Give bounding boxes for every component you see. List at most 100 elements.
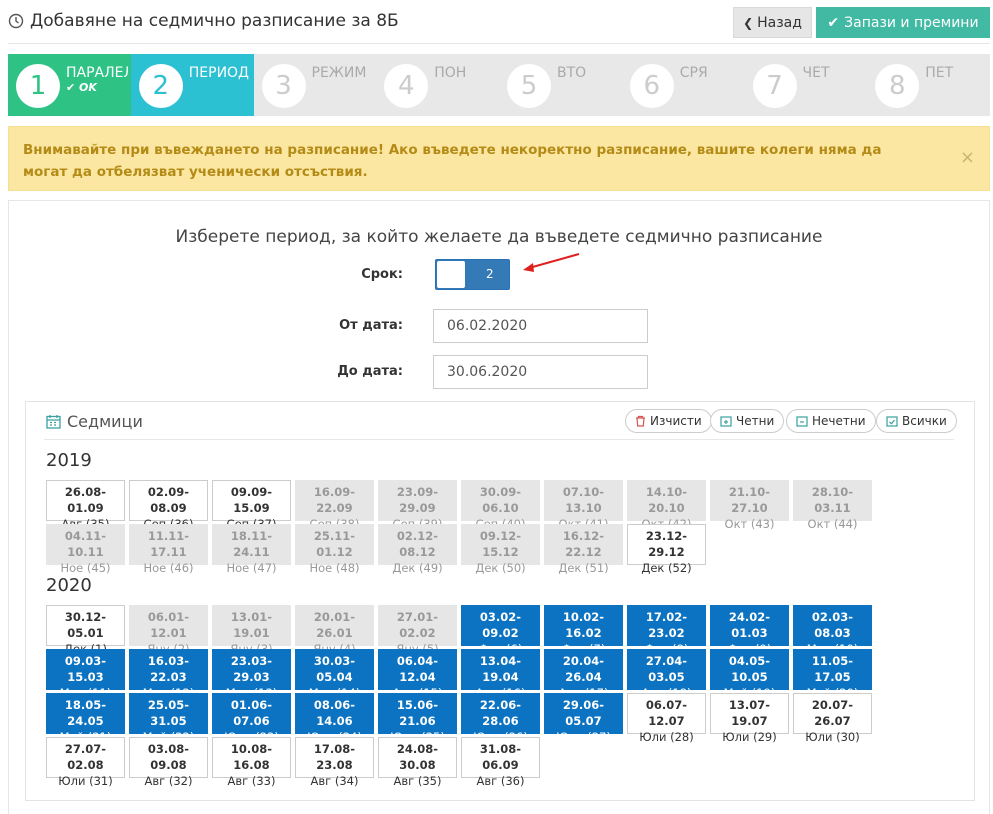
term-value: 2: [486, 267, 494, 281]
step-label: РЕЖИМ: [311, 65, 367, 81]
clock-icon: [8, 13, 24, 29]
step-number: 1: [16, 64, 60, 108]
week-cell[interactable]: 17.08-23.08 Авг (34): [295, 737, 374, 788]
week-cell[interactable]: 20.04-26.04Апр (17): [544, 649, 623, 700]
week-cell[interactable]: 22.06-28.06Юни (26): [461, 693, 540, 744]
week-dates: 01.06-07.06: [230, 698, 273, 728]
week-month: Дек (52): [641, 561, 692, 575]
week-dates: 06.07-12.07: [645, 698, 688, 728]
save-and-continue-button[interactable]: ✔ Запази и премини: [816, 7, 990, 38]
week-dates: 09.12-15.12: [479, 529, 522, 559]
week-cell[interactable]: 23.12-29.12 Дек (52): [627, 524, 706, 575]
step-label: ВТО: [557, 65, 587, 81]
back-button[interactable]: ❮ Назад: [733, 7, 812, 38]
week-month: Юли (29): [722, 730, 777, 744]
step-7[interactable]: 7 ЧЕТ: [745, 54, 868, 116]
week-cell[interactable]: 03.08-09.08 Авг (32): [129, 737, 208, 788]
week-cell: 23.09-29.09Сеп (39): [378, 480, 457, 531]
week-cell[interactable]: 10.08-16.08 Авг (33): [212, 737, 291, 788]
step-2[interactable]: 2 ПЕРИОД: [130, 54, 254, 116]
week-cell[interactable]: 06.04-12.04Апр (15): [378, 649, 457, 700]
week-dates: 30.09-06.10: [479, 485, 522, 515]
week-cell: 04.11-10.11 Ное (45): [46, 524, 125, 575]
week-dates: 08.06-14.06: [313, 698, 356, 728]
week-cell[interactable]: 24.08-30.08 Авг (35): [378, 737, 457, 788]
step-5[interactable]: 5 ВТО: [499, 54, 622, 116]
week-cell[interactable]: 08.06-14.06Юни (24): [295, 693, 374, 744]
odd-weeks-button[interactable]: Нечетни: [786, 409, 876, 433]
calendar-minus-icon: [796, 416, 808, 427]
week-dates: 25.11-01.12: [313, 529, 356, 559]
week-cell[interactable]: 18.05-24.05Май (21): [46, 693, 125, 744]
period-panel: Изберете период, за който желаете да във…: [8, 200, 990, 814]
week-cell[interactable]: 06.07-12.07 Юли (28): [627, 693, 706, 744]
week-cell[interactable]: 03.02-09.02Фев (6): [461, 605, 540, 656]
week-cell[interactable]: 10.02-16.02Фев (7): [544, 605, 623, 656]
week-cell[interactable]: 09.09-15.09Сеп (37): [212, 480, 291, 531]
week-cell[interactable]: 31.08-06.09 Авг (36): [461, 737, 540, 788]
step-1[interactable]: 1 ПАРАЛЕЛ ✔ OK: [8, 54, 131, 116]
week-cell[interactable]: 11.05-17.05Май (20): [793, 649, 872, 700]
back-button-label: Назад: [757, 14, 802, 31]
close-icon[interactable]: ×: [959, 147, 975, 168]
clear-button[interactable]: Изчисти: [625, 409, 712, 433]
week-dates: 26.08-01.09: [64, 485, 107, 515]
step-label: ПАРАЛЕЛ: [66, 65, 128, 81]
week-cell[interactable]: 02.09-08.09Сеп (36): [129, 480, 208, 531]
week-dates: 09.09-15.09: [230, 485, 273, 515]
week-cell[interactable]: 17.02-23.02Фев (8): [627, 605, 706, 656]
week-dates: 28.10-03.11: [811, 485, 854, 515]
week-cell[interactable]: 16.03-22.03Мар (12): [129, 649, 208, 700]
week-cell[interactable]: 24.02-01.03Фев (9): [710, 605, 789, 656]
week-cell[interactable]: 20.07-26.07 Юли (30): [793, 693, 872, 744]
term-toggle[interactable]: 2: [435, 259, 510, 290]
week-cell[interactable]: 13.07-19.07 Юли (29): [710, 693, 789, 744]
week-dates: 13.01-19.01: [230, 610, 273, 640]
from-date-input[interactable]: 06.02.2020: [433, 309, 648, 343]
calendar-icon: [46, 415, 61, 429]
week-cell[interactable]: 29.06-05.07 Юни (27): [544, 693, 623, 744]
week-dates: 29.06-05.07: [562, 698, 605, 728]
step-4[interactable]: 4 ПОН: [376, 54, 499, 116]
check-icon: ✔: [66, 81, 80, 94]
save-button-label: Запази и премини: [844, 14, 979, 31]
step-6[interactable]: 6 СРЯ: [622, 54, 745, 116]
week-cell[interactable]: 09.03-15.03Мар (11): [46, 649, 125, 700]
step-3[interactable]: 3 РЕЖИМ: [254, 54, 377, 116]
week-cell[interactable]: 13.04-19.04Апр (16): [461, 649, 540, 700]
week-cell[interactable]: 23.03-29.03Мар (13): [212, 649, 291, 700]
week-cell: 02.12-08.12 Дек (49): [378, 524, 457, 575]
all-weeks-button[interactable]: Всички: [876, 409, 957, 433]
week-dates: 10.02-16.02: [562, 610, 605, 640]
week-dates: 06.04-12.04: [396, 654, 439, 684]
week-dates: 31.08-06.09: [479, 742, 522, 772]
week-cell[interactable]: 15.06-21.06Юни (25): [378, 693, 457, 744]
week-cell: 21.10-27.10 Окт (43): [710, 480, 789, 531]
week-cell[interactable]: 04.05-10.05Май (19): [710, 649, 789, 700]
to-date-input[interactable]: 30.06.2020: [433, 355, 648, 389]
week-dates: 30.03-05.04: [313, 654, 356, 684]
week-cell[interactable]: 25.05-31.05Май (22): [129, 693, 208, 744]
week-dates: 03.02-09.02: [479, 610, 522, 640]
week-cell[interactable]: 27.07-02.08 Юли (31): [46, 737, 125, 788]
week-month: Юли (31): [58, 774, 113, 788]
week-month: Ное (47): [226, 561, 277, 575]
week-cell: 27.01-02.02Яну (5): [378, 605, 457, 656]
weeks-title: Седмици: [46, 412, 143, 431]
week-month: Авг (34): [310, 774, 359, 788]
week-cell[interactable]: 01.06-07.06Юни (23): [212, 693, 291, 744]
week-cell[interactable]: 02.03-08.03Мар (10): [793, 605, 872, 656]
page-header: Добавяне на седмично разписание за 8Б ❮ …: [8, 0, 990, 44]
page-title-text: Добавяне на седмично разписание за 8Б: [30, 11, 399, 31]
weeks-divider: [44, 439, 954, 440]
week-cell[interactable]: 30.03-05.04Мар (14): [295, 649, 374, 700]
week-cell: 16.12-22.12 Дек (51): [544, 524, 623, 575]
step-8[interactable]: 8 ПЕТ: [867, 54, 990, 116]
week-cell[interactable]: 30.12-05.01Дек (1): [46, 605, 125, 656]
week-month: Дек (50): [475, 561, 526, 575]
week-dates: 30.12-05.01: [64, 610, 107, 640]
even-weeks-button[interactable]: Четни: [710, 409, 785, 433]
week-cell[interactable]: 27.04-03.05Апр (18): [627, 649, 706, 700]
